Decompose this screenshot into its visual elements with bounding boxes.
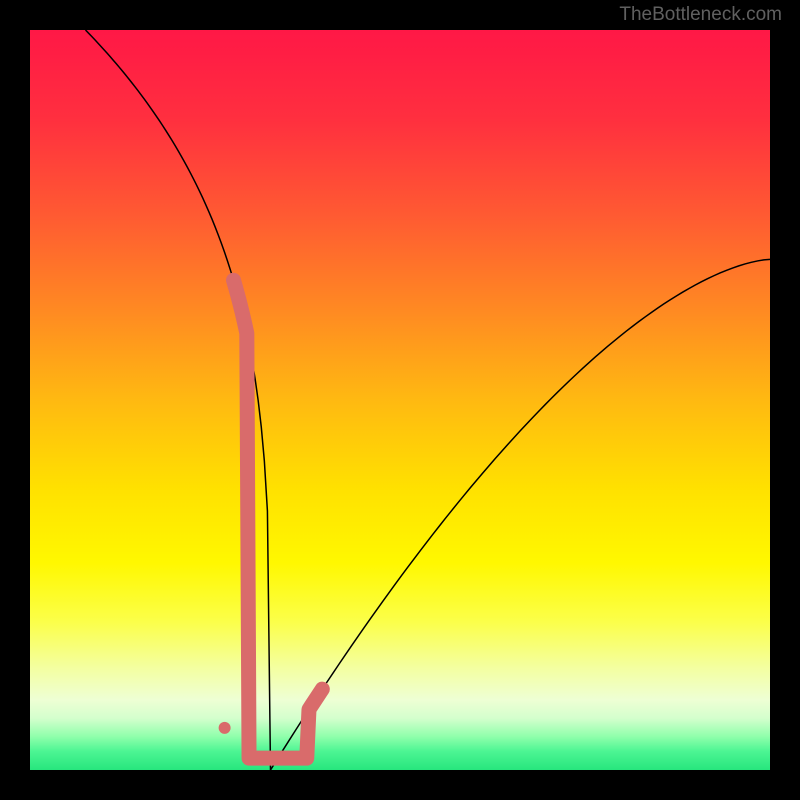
chart-container: TheBottleneck.com [0,0,800,800]
highlight-dot [219,722,231,734]
curve-overlay [30,30,770,770]
plot-area [30,30,770,770]
watermark-text: TheBottleneck.com [619,4,782,26]
highlight-segment [234,280,323,758]
bottleneck-curve [86,30,771,770]
